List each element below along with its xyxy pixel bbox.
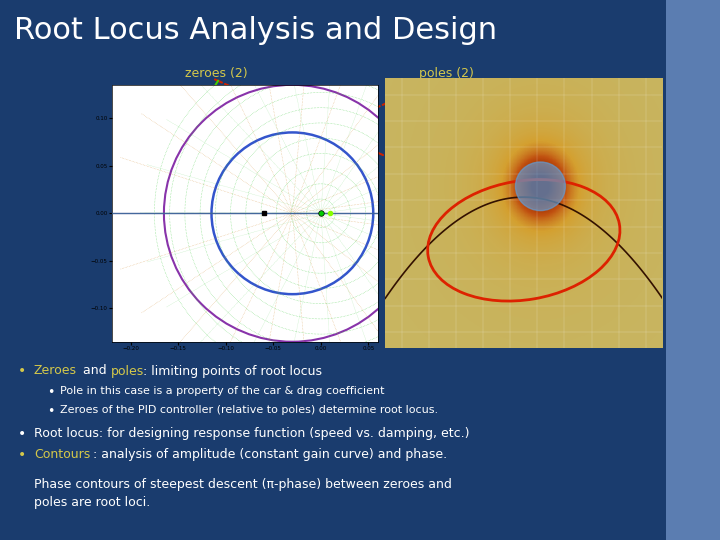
- Text: •: •: [47, 405, 54, 418]
- Text: : limiting points of root locus: : limiting points of root locus: [143, 364, 323, 377]
- Text: Pole in this case is a property of the car & drag coefficient: Pole in this case is a property of the c…: [60, 386, 384, 396]
- Text: Phase contours of steepest descent (π-phase) between zeroes and: Phase contours of steepest descent (π-ph…: [34, 478, 451, 491]
- Text: •: •: [18, 364, 26, 379]
- Text: •: •: [18, 448, 26, 462]
- Text: : analysis of amplitude (constant gain curve) and phase.: : analysis of amplitude (constant gain c…: [93, 448, 447, 461]
- Text: poles (2): poles (2): [419, 68, 474, 80]
- Text: poles: poles: [111, 364, 144, 377]
- Text: Root Locus Analysis and Design: Root Locus Analysis and Design: [14, 16, 498, 45]
- Text: Zeroes of the PID controller (relative to poles) determine root locus.: Zeroes of the PID controller (relative t…: [60, 405, 438, 415]
- Text: and: and: [79, 364, 111, 377]
- Text: zeroes (2): zeroes (2): [185, 68, 247, 80]
- Text: Contours: Contours: [34, 448, 90, 461]
- Circle shape: [516, 162, 565, 211]
- Bar: [666, 0, 720, 540]
- Text: Root locus: for designing response function (speed vs. damping, etc.): Root locus: for designing response funct…: [34, 427, 469, 440]
- Text: poles are root loci.: poles are root loci.: [34, 496, 150, 509]
- Text: •: •: [18, 427, 26, 441]
- Text: Zeroes: Zeroes: [34, 364, 77, 377]
- Text: •: •: [47, 386, 54, 399]
